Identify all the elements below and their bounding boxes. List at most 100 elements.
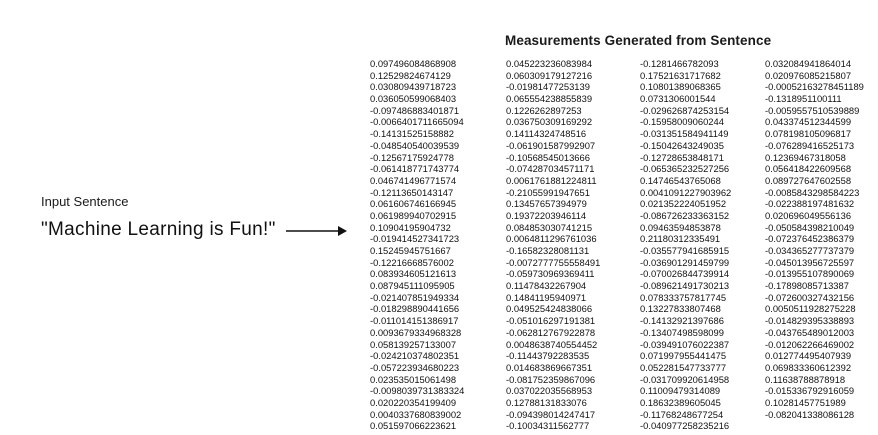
measurement-value: -0.051016297191381: [506, 315, 596, 327]
measurement-value: -0.011014151386917: [370, 315, 459, 327]
measurement-value: 0.036050599068403: [370, 93, 457, 105]
measurement-value: -0.11443792283535: [506, 350, 590, 362]
measurement-value: 0.089727647602558: [765, 174, 852, 186]
measurement-value: -0.094398014247417: [506, 408, 596, 420]
measurement-value: -0.040977258235216: [640, 420, 730, 432]
measurement-value: 0.014683869667351: [506, 361, 593, 373]
measurement-value: 0.051597066223621: [370, 420, 457, 432]
measurement-value: 0.043374512344599: [765, 116, 852, 128]
measurement-value: -0.11768248677254: [640, 408, 724, 420]
measurement-value: -0.012062266469002: [765, 338, 855, 350]
measurement-value: 0.012774495407939: [765, 350, 852, 362]
measurement-value: 0.0040337680839002: [370, 408, 462, 420]
measurement-value: -0.0085843298584223: [765, 186, 860, 198]
measurement-value: -0.019414527341723: [370, 233, 460, 245]
measurement-value: 0.052281547733777: [640, 361, 727, 373]
measurement-value: 0.19372203946114: [506, 209, 587, 221]
measurement-value: 0.14841195940971: [506, 291, 587, 303]
measurement-value: -0.048540540039539: [370, 139, 460, 151]
measurement-value: 0.036750309169292: [506, 116, 593, 128]
input-sentence: "Machine Learning is Fun!": [41, 219, 276, 240]
measurement-value: -0.031351584941149: [640, 128, 729, 140]
measurement-value: 0.10281457751989: [765, 396, 846, 408]
measurement-value: -0.0066401711665094: [370, 116, 464, 128]
measurement-value: 0.020696049556136: [765, 209, 852, 221]
measurement-value: 0.078198105096817: [765, 128, 852, 140]
measurement-value: -0.072600327432156: [765, 291, 855, 303]
measurement-value: -0.0059557510539889: [765, 104, 860, 116]
measurement-value: -0.021407851949334: [370, 291, 460, 303]
measurement-value: -0.082041338086128: [765, 408, 855, 420]
measurement-value: 0.0064811296761036: [506, 233, 597, 245]
measurement-value: -0.024210374802351: [370, 350, 460, 362]
measurement-value: 0.023535015061498: [370, 373, 457, 385]
measurement-value: -0.1281466782093: [640, 58, 719, 69]
measurement-value: -0.15042643249035: [640, 139, 724, 151]
measurement-value: -0.031709920614958: [640, 373, 730, 385]
measurement-value: -0.12216668576002: [370, 256, 454, 268]
measurement-value: 0.15245945751667: [370, 245, 451, 256]
measurement-value: 0.020976085215807: [765, 69, 852, 81]
measurement-column-4: 0.032084941864014 0.020976085215807 -0.000…: [765, 58, 878, 420]
measurement-value: 0.13457657394979: [506, 198, 587, 210]
measurement-value: 0.061606746166945: [370, 198, 457, 210]
measurement-value: -0.018298890441656: [370, 303, 460, 315]
measurement-value: -0.10568545013666: [506, 151, 590, 163]
measurement-value: 0.10801389068365: [640, 81, 721, 93]
measurement-value: -0.013955107890069: [765, 268, 855, 280]
measurement-value: 0.049525424838066: [506, 303, 593, 315]
measurement-value: 0.0731306001544: [640, 93, 716, 105]
measurement-value: -0.034365277737379: [765, 245, 855, 256]
measurement-value: 0.11478432267904: [506, 280, 587, 292]
measurement-value: 0.058139257133007: [370, 338, 457, 350]
measurement-value: -0.035577941685915: [640, 245, 730, 256]
measurement-value: 0.0048638740554452: [506, 338, 598, 350]
measurement-value: -0.022388197481632: [765, 198, 855, 210]
measurement-value: -0.059730969369411: [506, 268, 595, 280]
measurement-value: -0.097486883401871: [370, 104, 460, 116]
measurement-value: 0.0061761881224811: [506, 174, 597, 186]
measurement-value: -0.062812767922878: [506, 326, 596, 338]
measurement-value: -0.15958009060244: [640, 116, 724, 128]
measurement-value: -0.039491076022387: [640, 338, 730, 350]
measurement-value: 0.11638788878918: [765, 373, 846, 385]
measurement-value: -0.029626874253154: [640, 104, 730, 116]
measurement-value: -0.00052163278451189: [765, 81, 864, 93]
measurement-value: -0.076289416525173: [765, 139, 855, 151]
measurement-value: -0.086726233363152: [640, 209, 730, 221]
measurement-value: 0.045223236083984: [506, 58, 593, 69]
measurement-value: 0.069833360612392: [765, 361, 852, 373]
input-label: Input Sentence: [41, 194, 129, 209]
diagram-title: Measurements Generated from Sentence: [505, 33, 772, 48]
measurement-value: -0.081752359867096: [506, 373, 596, 385]
measurement-column-2: 0.045223236083984 0.060309179127216 -0.019…: [506, 58, 636, 432]
measurement-value: 0.0041091227903962: [640, 186, 732, 198]
measurement-value: 0.14746543765068: [640, 174, 721, 186]
measurement-value: -0.036901291459799: [640, 256, 730, 268]
measurement-value: 0.056418422609568: [765, 163, 852, 175]
measurement-value: -0.057223934680223: [370, 361, 460, 373]
measurement-value: 0.021352224051952: [640, 198, 727, 210]
measurement-value: -0.0072777755558491: [506, 256, 601, 268]
measurement-value: -0.01981477253139: [506, 81, 590, 93]
measurement-value: -0.014829395338893: [765, 315, 855, 327]
measurement-value: 0.097496084868908: [370, 58, 457, 69]
measurement-value: -0.045013956725597: [765, 256, 855, 268]
measurement-value: 0.0050511928275228: [765, 303, 856, 315]
measurement-value: 0.078333757817745: [640, 291, 727, 303]
measurement-value: 0.21180312335491: [640, 233, 721, 245]
measurement-value: -0.050584398210049: [765, 221, 855, 233]
measurement-value: 0.084853030741215: [506, 221, 593, 233]
measurement-value: -0.12567175924778: [370, 151, 454, 163]
measurement-value: 0.061989940702915: [370, 209, 457, 221]
measurement-value: 0.18632389605045: [640, 396, 721, 408]
measurement-value: -0.10034311562777: [506, 420, 590, 432]
measurement-value: 0.071997955441475: [640, 350, 727, 362]
measurement-value: 0.087945111095905: [370, 280, 455, 292]
measurement-value: -0.12728653848171: [640, 151, 724, 163]
measurement-value: -0.13407498598099: [640, 326, 724, 338]
measurement-value: -0.065365232527256: [640, 163, 730, 175]
measurement-value: 0.13227833807468: [640, 303, 721, 315]
measurement-value: -0.0098039731383324: [370, 385, 465, 397]
